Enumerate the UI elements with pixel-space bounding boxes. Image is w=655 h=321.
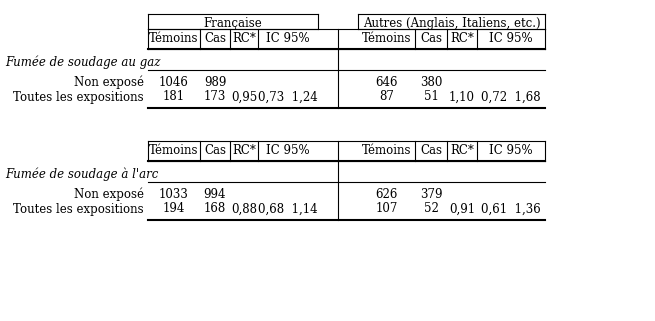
Text: Cas: Cas — [420, 32, 442, 46]
Text: 1,10: 1,10 — [449, 91, 475, 103]
Text: 0,72  1,68: 0,72 1,68 — [481, 91, 541, 103]
Text: Non exposé: Non exposé — [74, 187, 144, 201]
Text: Autres (Anglais, Italiens, etc.): Autres (Anglais, Italiens, etc.) — [363, 16, 540, 30]
Text: 0,61  1,36: 0,61 1,36 — [481, 203, 541, 215]
Text: Témoins: Témoins — [362, 144, 411, 158]
Text: IC 95%: IC 95% — [489, 32, 533, 46]
Text: 0,88: 0,88 — [231, 203, 257, 215]
Text: 1033: 1033 — [159, 187, 189, 201]
Text: 181: 181 — [163, 91, 185, 103]
Text: 173: 173 — [204, 91, 226, 103]
Text: 51: 51 — [424, 91, 438, 103]
Text: IC 95%: IC 95% — [489, 144, 533, 158]
Text: Cas: Cas — [420, 144, 442, 158]
Text: 0,68  1,14: 0,68 1,14 — [258, 203, 318, 215]
Text: 52: 52 — [424, 203, 438, 215]
Text: Témoins: Témoins — [362, 32, 411, 46]
Text: 994: 994 — [204, 187, 226, 201]
Text: 989: 989 — [204, 75, 226, 89]
Text: 380: 380 — [420, 75, 442, 89]
Text: Témoins: Témoins — [149, 144, 198, 158]
Text: Cas: Cas — [204, 32, 226, 46]
Text: 0,73  1,24: 0,73 1,24 — [258, 91, 318, 103]
Text: 107: 107 — [375, 203, 398, 215]
Text: RC*: RC* — [232, 144, 256, 158]
Text: Témoins: Témoins — [149, 32, 198, 46]
Text: IC 95%: IC 95% — [266, 144, 310, 158]
Text: RC*: RC* — [450, 32, 474, 46]
Text: 1046: 1046 — [159, 75, 189, 89]
Text: Française: Française — [204, 16, 263, 30]
Text: 0,91: 0,91 — [449, 203, 475, 215]
Text: Fumée de soudage à l'arc: Fumée de soudage à l'arc — [5, 167, 159, 181]
Text: 194: 194 — [163, 203, 185, 215]
Text: 0,95: 0,95 — [231, 91, 257, 103]
Text: Cas: Cas — [204, 144, 226, 158]
Text: RC*: RC* — [450, 144, 474, 158]
Text: Non exposé: Non exposé — [74, 75, 144, 89]
Text: 626: 626 — [375, 187, 398, 201]
Text: 646: 646 — [375, 75, 398, 89]
Text: 87: 87 — [379, 91, 394, 103]
Text: IC 95%: IC 95% — [266, 32, 310, 46]
Text: 379: 379 — [420, 187, 442, 201]
Text: Toutes les expositions: Toutes les expositions — [13, 91, 144, 103]
Text: RC*: RC* — [232, 32, 256, 46]
Text: Toutes les expositions: Toutes les expositions — [13, 203, 144, 215]
Text: 168: 168 — [204, 203, 226, 215]
Text: Fumée de soudage au gaz: Fumée de soudage au gaz — [5, 55, 160, 69]
